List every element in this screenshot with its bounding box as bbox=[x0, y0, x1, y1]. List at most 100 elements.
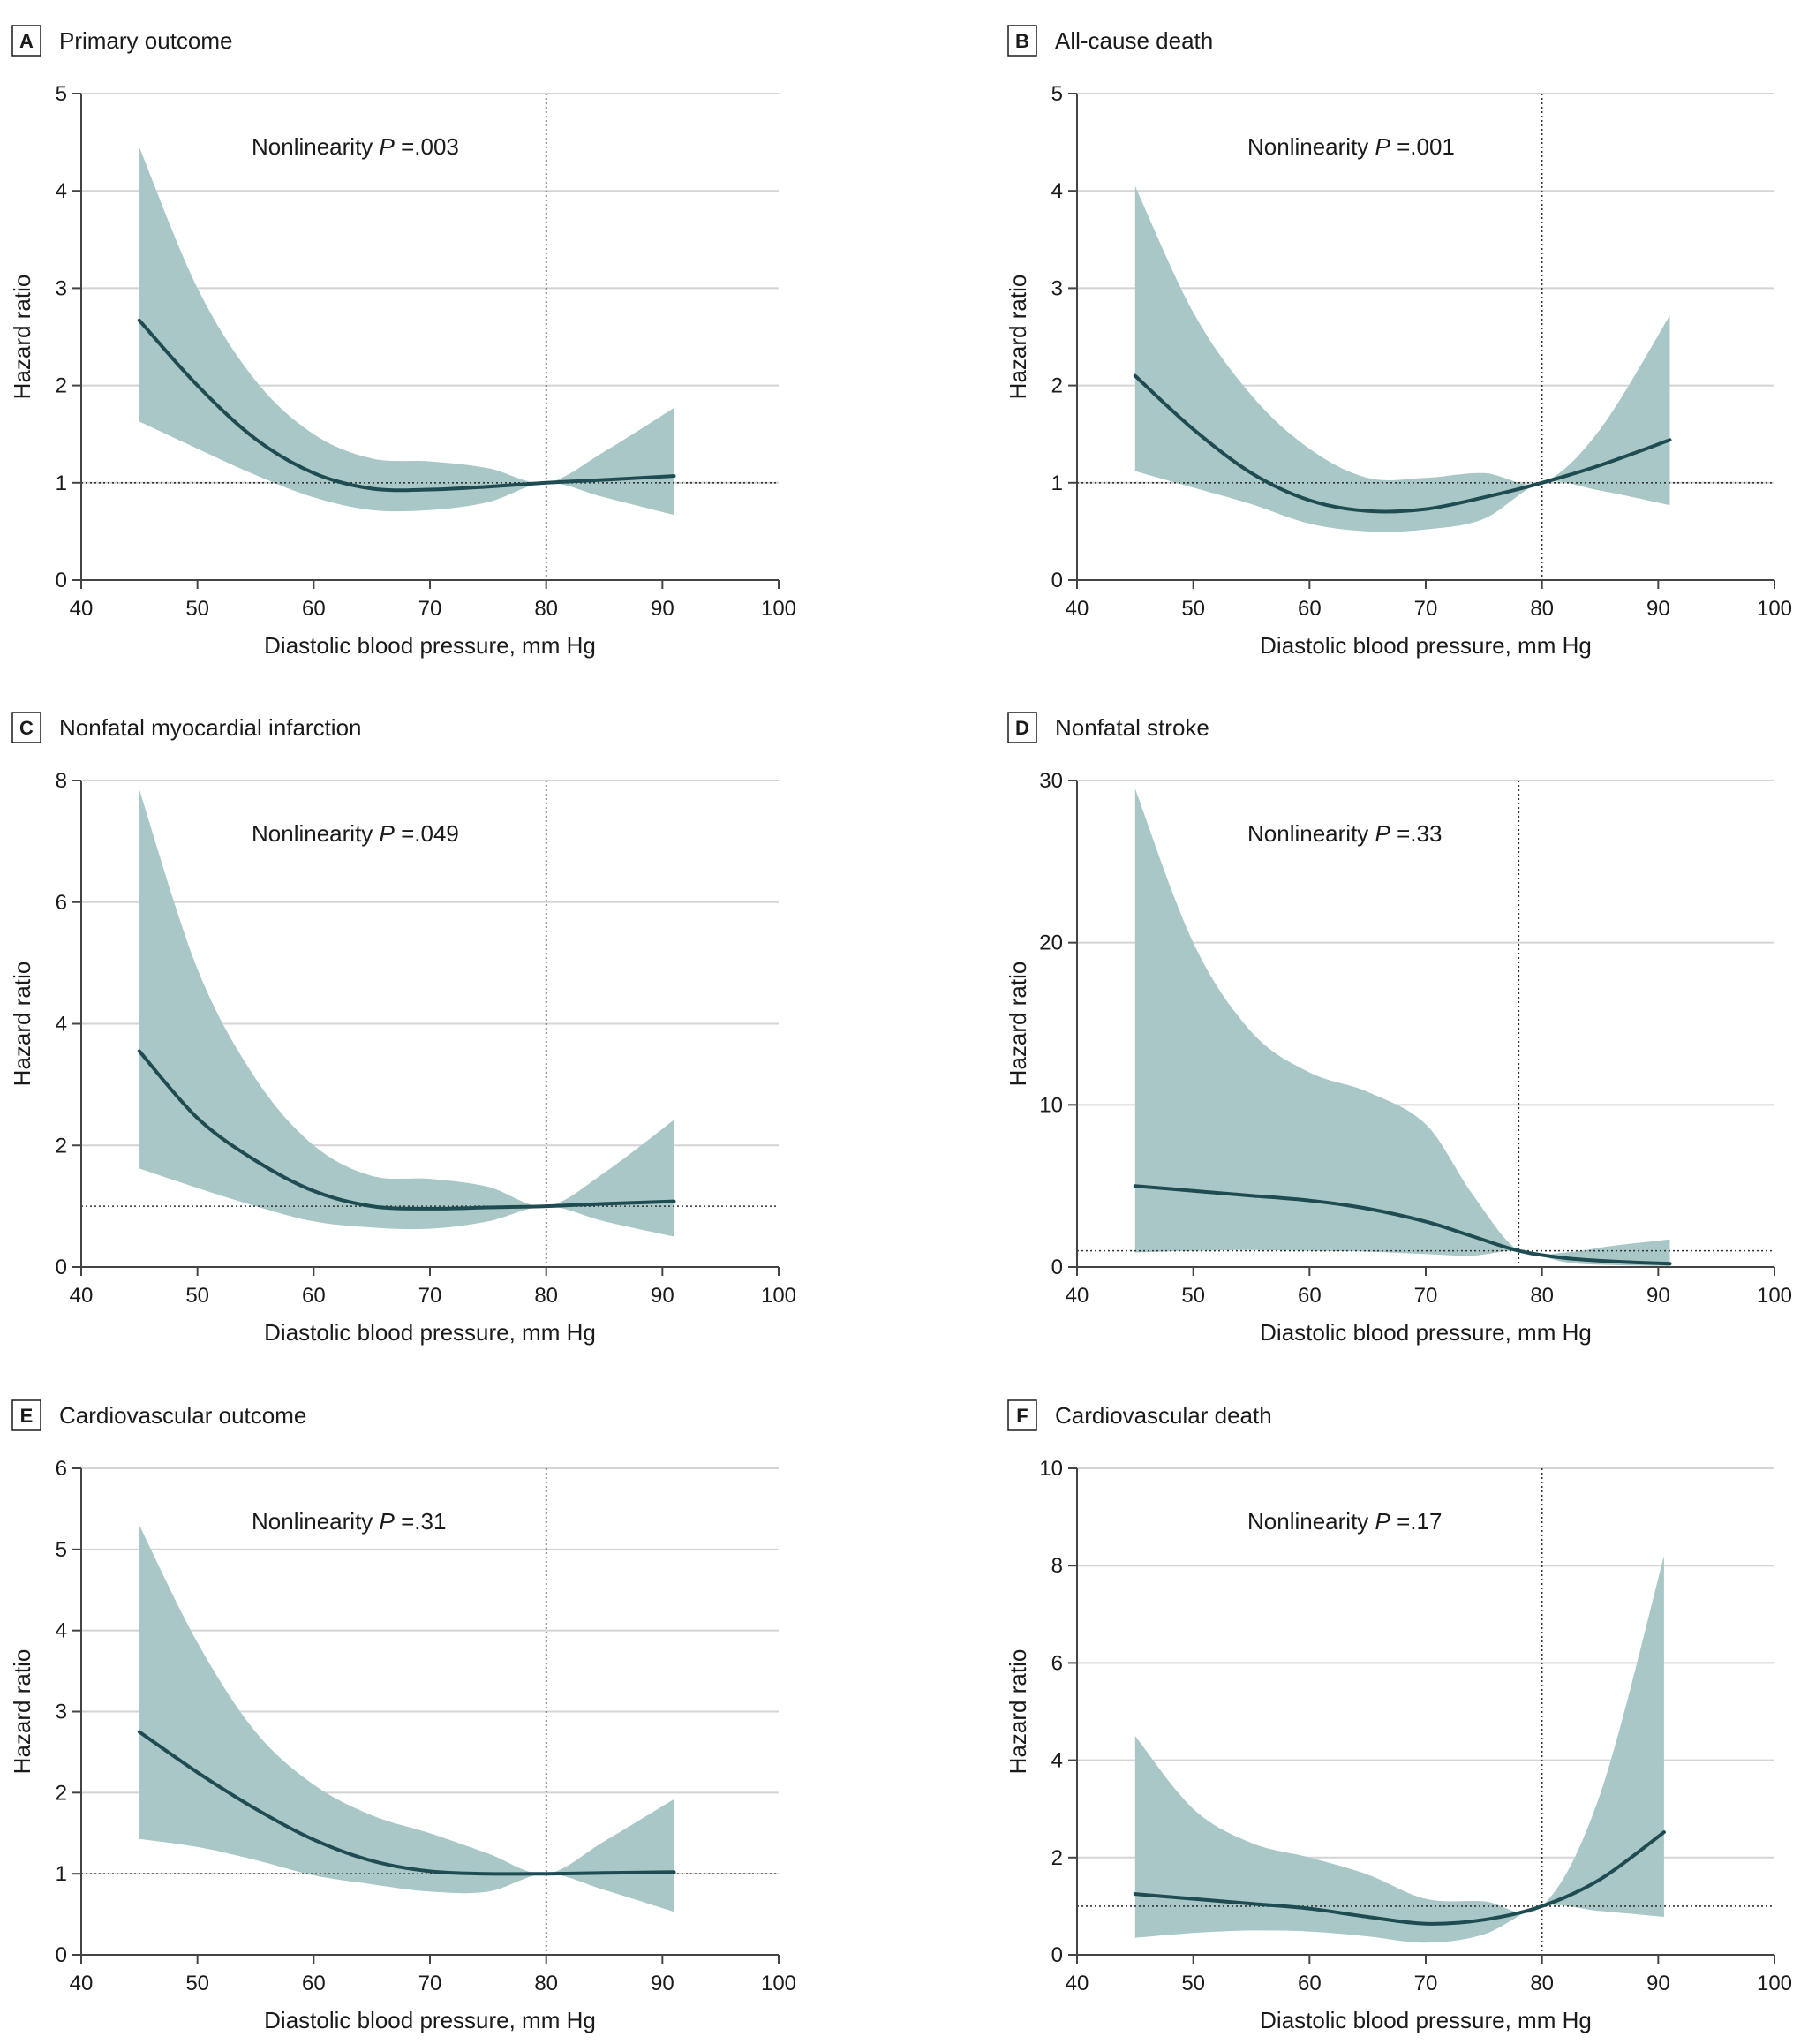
confidence-band bbox=[1134, 185, 1670, 532]
x-tick-label: 90 bbox=[651, 597, 674, 621]
y-tick-label: 6 bbox=[56, 1457, 67, 1481]
x-tick-label: 60 bbox=[1298, 1284, 1322, 1308]
annotation-value: =.003 bbox=[395, 133, 459, 160]
hazard-ratio-line bbox=[1133, 1830, 1666, 1926]
confidence-band bbox=[1134, 788, 1670, 1267]
panel-letter-box bbox=[11, 25, 41, 57]
y-tick-label: 10 bbox=[1039, 1093, 1063, 1117]
x-tick-label: 40 bbox=[1066, 1972, 1089, 1995]
annotation-prefix: Nonlinearity bbox=[252, 1508, 380, 1535]
x-tick-label: 50 bbox=[1181, 597, 1205, 621]
x-axis-title: Diastolic blood pressure, mm Hg bbox=[264, 2007, 596, 2033]
panel-letter: D bbox=[1015, 717, 1029, 739]
y-tick-label: 1 bbox=[56, 471, 67, 495]
panel-title: Primary outcome bbox=[59, 27, 233, 54]
x-tick-label: 40 bbox=[1066, 597, 1089, 621]
annotation-p: P bbox=[380, 820, 396, 847]
x-tick-label: 100 bbox=[1757, 1284, 1792, 1308]
x-axis-title: Diastolic blood pressure, mm Hg bbox=[1260, 632, 1592, 659]
x-tick-label: 90 bbox=[1646, 1972, 1670, 1995]
annotation-p: P bbox=[1375, 820, 1391, 847]
nonlinearity-annotation: Nonlinearity P =.049 bbox=[252, 820, 459, 847]
y-tick-label: 0 bbox=[1051, 1256, 1063, 1279]
x-tick-label: 60 bbox=[1298, 597, 1322, 621]
y-tick-label: 3 bbox=[56, 1701, 67, 1724]
y-tick-label: 3 bbox=[1051, 276, 1063, 300]
x-axis-title: Diastolic blood pressure, mm Hg bbox=[1260, 1319, 1592, 1346]
panel-letter-box bbox=[11, 1399, 41, 1431]
hazard-ratio-line bbox=[137, 1049, 676, 1211]
y-axis-title: Hazard ratio bbox=[1005, 1649, 1031, 1775]
annotation-p: P bbox=[1375, 133, 1391, 160]
y-tick-label: 2 bbox=[56, 1781, 67, 1805]
y-tick-label: 0 bbox=[1051, 569, 1063, 592]
x-tick-label: 80 bbox=[1530, 1972, 1554, 1995]
panel-letter: F bbox=[1016, 1405, 1028, 1427]
nonlinearity-annotation: Nonlinearity P =.31 bbox=[252, 1508, 446, 1535]
x-tick-label: 90 bbox=[1646, 597, 1670, 621]
panel-letter: A bbox=[19, 30, 34, 52]
annotation-value: =.17 bbox=[1390, 1508, 1443, 1535]
x-tick-label: 80 bbox=[1530, 597, 1554, 621]
hazard-ratio-line bbox=[1133, 373, 1672, 514]
panel-letter-box bbox=[1007, 25, 1037, 57]
x-tick-label: 40 bbox=[70, 1284, 94, 1308]
y-axis-title: Hazard ratio bbox=[9, 275, 35, 400]
y-tick-label: 30 bbox=[1039, 769, 1063, 793]
x-tick-label: 90 bbox=[651, 1972, 674, 1995]
x-tick-label: 60 bbox=[302, 1284, 326, 1308]
panel-b: B All-cause death 0 1 2 3 4 5 40 50 60 70 80 90 100 Dia… bbox=[1005, 25, 1792, 659]
y-tick-label: 1 bbox=[56, 1862, 67, 1886]
y-tick-label: 4 bbox=[56, 1013, 67, 1037]
panel-title: Cardiovascular death bbox=[1055, 1402, 1272, 1429]
annotation-prefix: Nonlinearity bbox=[252, 820, 380, 847]
panel-c: C Nonfatal myocardial infarction 0 2 4 6 8 40 50… bbox=[9, 712, 796, 1346]
annotation-value: =.31 bbox=[395, 1508, 447, 1535]
panel-f: F Cardiovascular death 0 2 4 6 8 10 40 50 60 70 80 90… bbox=[1005, 1399, 1792, 2033]
hazard-ratio-line bbox=[137, 1730, 676, 1876]
y-tick-label: 5 bbox=[56, 1538, 67, 1562]
y-tick-label: 2 bbox=[56, 1134, 67, 1158]
confidence-band bbox=[1134, 1556, 1664, 1943]
x-tick-label: 100 bbox=[1757, 1972, 1792, 1995]
x-tick-label: 40 bbox=[70, 1972, 94, 1995]
confidence-band bbox=[139, 1525, 674, 1912]
y-axis-title: Hazard ratio bbox=[9, 1649, 35, 1775]
panel-letter-box bbox=[11, 712, 41, 743]
confidence-band bbox=[139, 147, 674, 516]
y-tick-label: 2 bbox=[1051, 1846, 1063, 1870]
x-tick-label: 60 bbox=[302, 597, 326, 621]
panel-d: D Nonfatal stroke 0 10 20 30 40 50 60 70 80 90 100 Di… bbox=[1005, 712, 1792, 1346]
x-axis-title: Diastolic blood pressure, mm Hg bbox=[264, 1319, 596, 1346]
annotation-value: =.001 bbox=[1390, 133, 1455, 160]
annotation-value: =.049 bbox=[395, 820, 459, 847]
x-tick-label: 100 bbox=[761, 1284, 796, 1308]
x-tick-label: 50 bbox=[185, 1972, 209, 1995]
nonlinearity-annotation: Nonlinearity P =.001 bbox=[1247, 133, 1455, 160]
y-axis-title: Hazard ratio bbox=[9, 962, 35, 1087]
panel-title: Nonfatal stroke bbox=[1055, 714, 1209, 741]
y-tick-label: 4 bbox=[56, 179, 67, 203]
x-tick-label: 90 bbox=[1646, 1284, 1670, 1308]
y-tick-label: 0 bbox=[56, 569, 67, 592]
x-tick-label: 80 bbox=[534, 597, 558, 621]
panel-letter-box bbox=[1007, 1399, 1037, 1431]
panel-e: E Cardiovascular outcome 0 1 2 3 4 5 6 40 50 60 70 80… bbox=[9, 1399, 796, 2033]
y-tick-label: 4 bbox=[1051, 179, 1063, 203]
x-tick-label: 100 bbox=[1757, 597, 1792, 621]
y-tick-label: 10 bbox=[1039, 1457, 1063, 1481]
annotation-p: P bbox=[380, 133, 396, 160]
y-tick-label: 20 bbox=[1039, 931, 1063, 955]
x-tick-label: 50 bbox=[185, 597, 209, 621]
y-axis-title: Hazard ratio bbox=[1005, 962, 1031, 1087]
panel-letter: C bbox=[19, 717, 34, 739]
panel-title: Cardiovascular outcome bbox=[59, 1402, 306, 1429]
x-tick-label: 70 bbox=[418, 1972, 442, 1995]
x-tick-label: 40 bbox=[1066, 1284, 1089, 1308]
x-axis-title: Diastolic blood pressure, mm Hg bbox=[1260, 2007, 1592, 2033]
x-tick-label: 40 bbox=[70, 597, 94, 621]
panel-title: All-cause death bbox=[1055, 27, 1213, 54]
y-tick-label: 0 bbox=[56, 1256, 67, 1279]
x-tick-label: 70 bbox=[418, 1284, 442, 1308]
x-tick-label: 50 bbox=[1181, 1972, 1205, 1995]
